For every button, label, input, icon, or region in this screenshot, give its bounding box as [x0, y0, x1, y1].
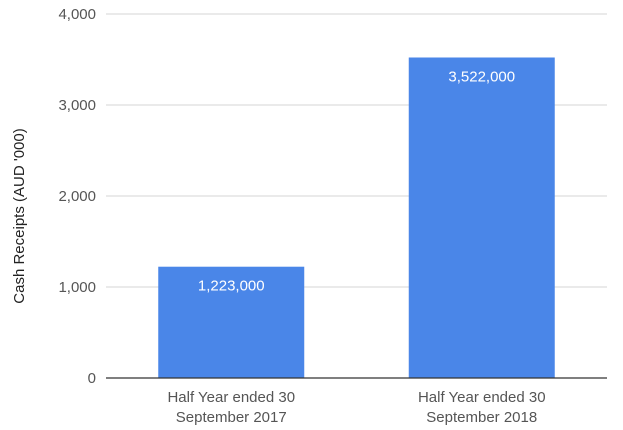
bar — [158, 266, 305, 378]
x-tick-label: Half Year ended 30 September 2017 — [167, 389, 295, 426]
bar-data-label: 3,522,000 — [448, 68, 515, 85]
y-tick-label: 1,000 — [58, 279, 96, 296]
x-tick-label: Half Year ended 30 September 2018 — [418, 389, 546, 426]
bars: 1,223,000 3,522,000 — [158, 57, 555, 379]
y-tick-label: 0 — [88, 370, 96, 387]
y-tick-label: 3,000 — [58, 97, 96, 114]
y-tick-label: 2,000 — [58, 188, 96, 205]
bar — [408, 57, 555, 379]
y-axis-ticks: 0 1,000 2,000 3,000 4,000 — [58, 6, 96, 387]
x-axis-ticks: Half Year ended 30 September 2017 Half Yea… — [167, 389, 545, 426]
bar-data-label: 1,223,000 — [198, 278, 265, 295]
y-tick-label: 4,000 — [58, 6, 96, 23]
y-axis-title: Cash Receipts (AUD '000) — [11, 128, 28, 303]
